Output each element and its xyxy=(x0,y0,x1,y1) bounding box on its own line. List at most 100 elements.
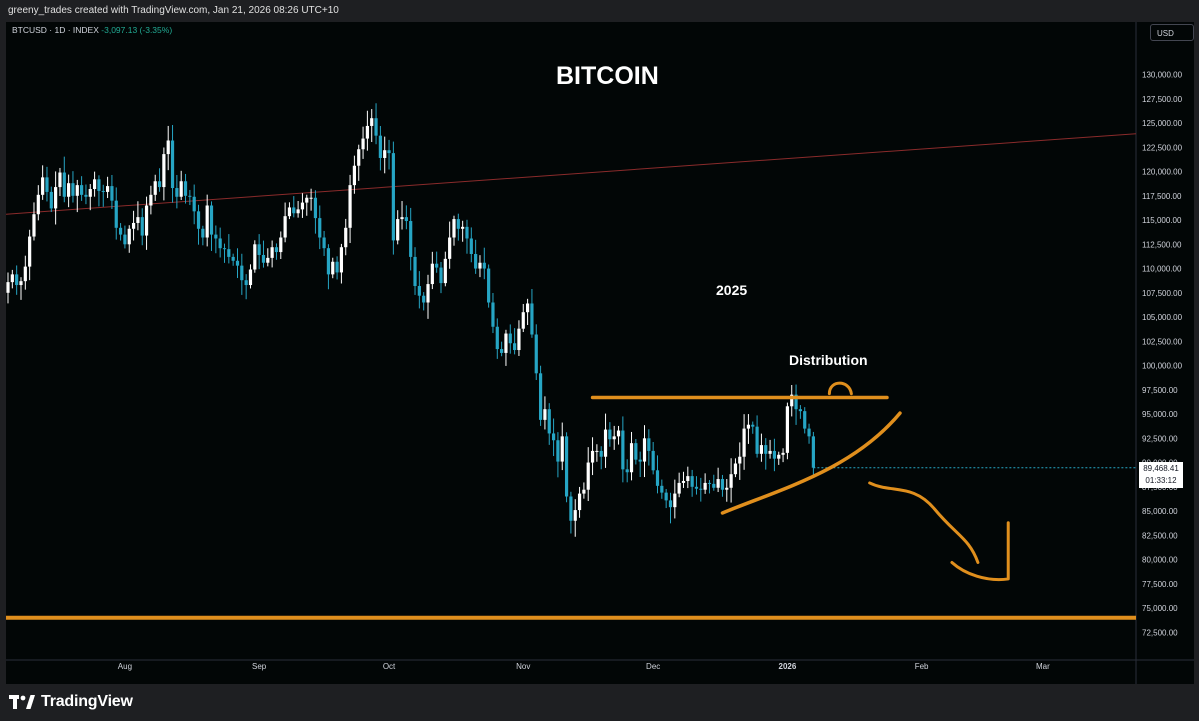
candle-body xyxy=(49,191,53,209)
candle-body xyxy=(461,226,465,229)
distribution-annotation: Distribution xyxy=(789,352,868,368)
candle-body xyxy=(569,496,573,521)
candle-body xyxy=(794,394,798,410)
candle-body xyxy=(131,222,136,229)
candle-body xyxy=(335,261,339,273)
candle-body xyxy=(608,429,612,440)
candle-body xyxy=(93,179,97,190)
candle-body xyxy=(534,334,538,374)
candle-body xyxy=(266,257,270,263)
candle-body xyxy=(279,237,283,253)
candle-body xyxy=(296,209,300,214)
candle-body xyxy=(105,186,110,192)
price-chart[interactable]: 130,000.00 127,500.00 125,000.00 122,500.00… xyxy=(6,22,1194,684)
long-term-trendline xyxy=(6,133,1137,215)
candle-body xyxy=(127,228,131,245)
symbol-info[interactable]: BTCUSD · 1D · INDEX -3,097.13 (-3.35%) xyxy=(12,25,172,35)
candle-body xyxy=(764,445,768,454)
candle-body xyxy=(409,221,413,257)
candle-body xyxy=(201,228,205,238)
attribution-bar: greeny_trades created with TradingView.c… xyxy=(0,0,1199,22)
candle-body xyxy=(374,118,378,136)
countdown-timer: 01:33:12 xyxy=(1145,476,1177,485)
y-tick-label: 120,000.00 xyxy=(1142,168,1183,177)
candle-body xyxy=(439,267,443,284)
footer: TradingView xyxy=(0,684,1199,721)
currency-button[interactable]: USD xyxy=(1150,24,1194,41)
candle-body xyxy=(114,200,118,228)
candle-body xyxy=(391,153,395,241)
y-tick-label: 105,000.00 xyxy=(1142,313,1183,322)
candle-body xyxy=(166,140,170,155)
y-tick-label: 130,000.00 xyxy=(1142,71,1183,80)
candle-body xyxy=(725,487,729,490)
candle-body xyxy=(686,476,690,481)
candle-body xyxy=(322,237,326,249)
chart-title: BITCOIN xyxy=(556,62,659,90)
y-tick-label: 75,000.00 xyxy=(1142,604,1178,613)
candle-body xyxy=(673,493,677,508)
candle-body xyxy=(768,450,772,454)
candle-body xyxy=(71,183,75,196)
candle-body xyxy=(205,205,209,238)
candle-body xyxy=(153,181,157,195)
candle-body xyxy=(179,181,183,197)
candle-body xyxy=(110,186,114,201)
candle-body xyxy=(586,462,590,490)
candle-body xyxy=(634,443,638,460)
candle-body xyxy=(140,217,144,236)
y-tick-label: 100,000.00 xyxy=(1142,362,1183,371)
candle-body xyxy=(538,373,543,420)
candle-body xyxy=(19,281,23,286)
candle-body xyxy=(452,219,456,238)
candle-body xyxy=(681,480,686,483)
candle-body xyxy=(123,234,127,245)
candle-body xyxy=(357,149,361,166)
candle-body xyxy=(733,463,738,475)
candle-body xyxy=(612,436,616,440)
candle-body xyxy=(642,438,647,462)
candle-body xyxy=(712,483,716,488)
candle-body xyxy=(400,217,404,220)
candle-body xyxy=(80,185,84,195)
candle-body xyxy=(478,262,482,269)
candle-body xyxy=(274,247,279,253)
candle-body xyxy=(413,256,417,287)
candle-body xyxy=(500,349,504,353)
candle-body xyxy=(811,436,815,468)
rising-support-curve xyxy=(720,411,902,515)
candle-body xyxy=(517,328,521,351)
y-tick-label: 72,500.00 xyxy=(1142,628,1178,637)
y-tick-label: 95,000.00 xyxy=(1142,410,1178,419)
candle-body xyxy=(543,409,547,420)
candle-body xyxy=(469,238,473,254)
candle-body xyxy=(170,140,175,189)
candle-body xyxy=(629,443,634,473)
chart-area[interactable]: 130,000.00 127,500.00 125,000.00 122,500.00… xyxy=(6,22,1194,684)
candle-body xyxy=(798,409,802,412)
candle-body xyxy=(67,183,71,197)
candle-body xyxy=(564,436,569,497)
candle-body xyxy=(430,263,434,285)
tradingview-logo[interactable]: TradingView xyxy=(9,691,133,713)
candle-body xyxy=(248,269,253,286)
candle-body xyxy=(694,486,699,489)
candle-body xyxy=(707,482,712,484)
candle-body xyxy=(318,218,322,238)
candle-body xyxy=(474,254,478,269)
candle-body xyxy=(287,207,292,217)
current-price-label: 89,468.41 01:33:12 xyxy=(1139,462,1183,488)
candle-body xyxy=(10,274,14,283)
candle-body xyxy=(209,205,214,235)
candle-body xyxy=(218,238,222,249)
candle-body xyxy=(214,234,218,239)
tradingview-wordmark: TradingView xyxy=(41,693,133,710)
candle-body xyxy=(196,211,201,229)
y-tick-label: 85,000.00 xyxy=(1142,507,1178,516)
candle-body xyxy=(326,248,331,275)
candle-body xyxy=(313,197,318,219)
candle-body xyxy=(361,138,365,150)
candle-body xyxy=(729,474,733,488)
candle-body xyxy=(58,172,62,188)
candle-body xyxy=(599,450,603,457)
